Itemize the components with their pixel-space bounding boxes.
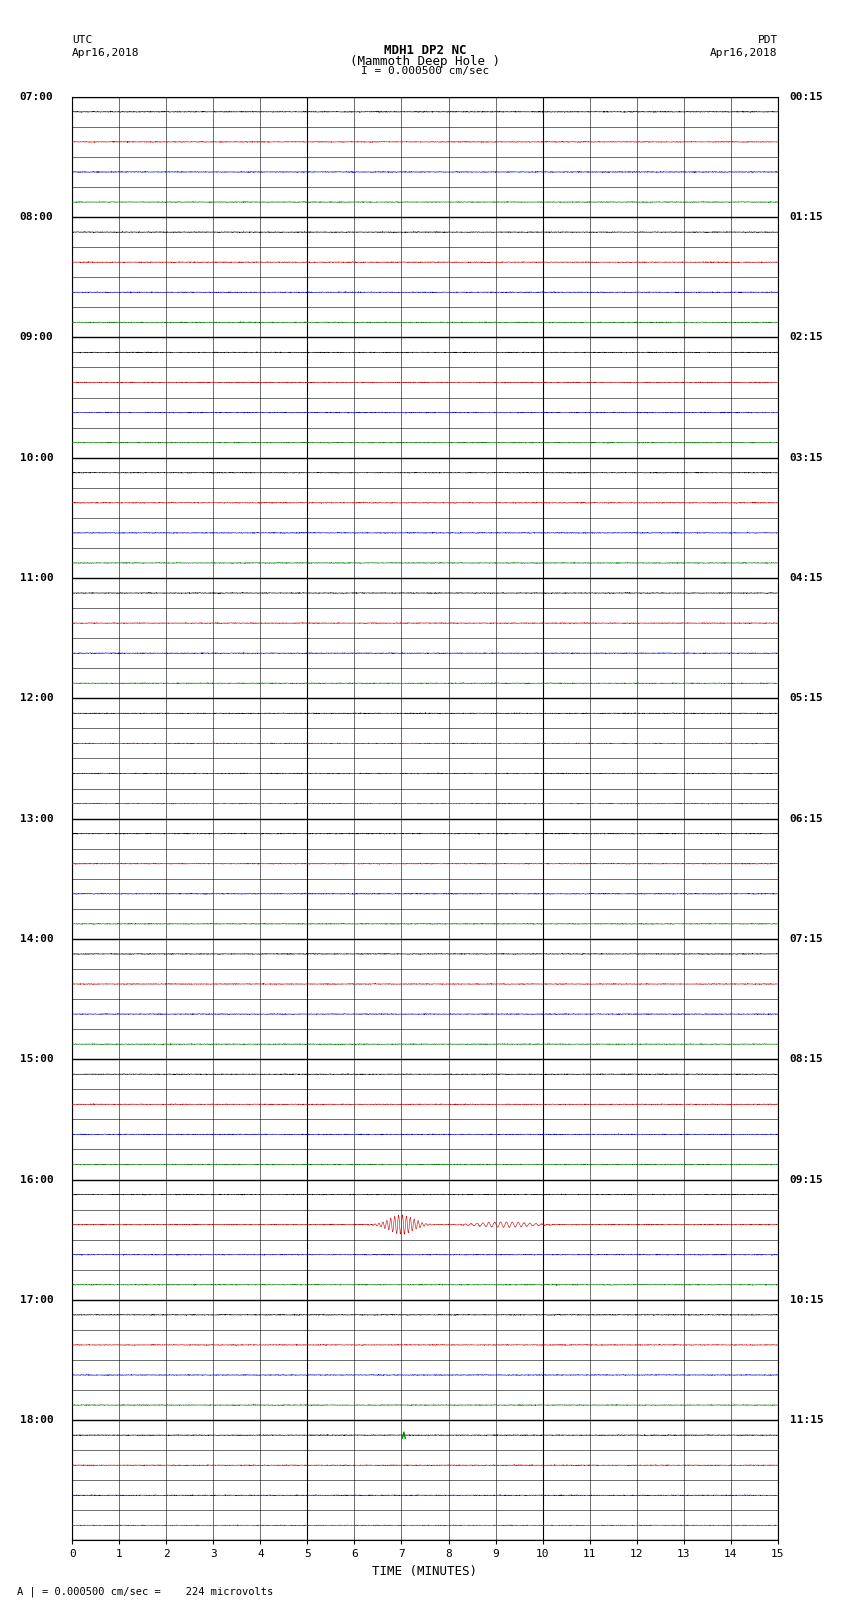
Text: 05:15: 05:15 xyxy=(790,694,824,703)
Text: 03:15: 03:15 xyxy=(790,453,824,463)
Text: 06:15: 06:15 xyxy=(790,813,824,824)
Text: PDT: PDT xyxy=(757,35,778,45)
Text: 14:00: 14:00 xyxy=(20,934,54,944)
Text: Apr16,2018: Apr16,2018 xyxy=(711,48,778,58)
Text: 08:00: 08:00 xyxy=(20,211,54,223)
Text: (Mammoth Deep Hole ): (Mammoth Deep Hole ) xyxy=(350,55,500,68)
Text: 00:15: 00:15 xyxy=(790,92,824,102)
Text: 11:15: 11:15 xyxy=(790,1415,824,1426)
Text: I = 0.000500 cm/sec: I = 0.000500 cm/sec xyxy=(361,66,489,76)
Text: 17:00: 17:00 xyxy=(20,1295,54,1305)
Text: 10:00: 10:00 xyxy=(20,453,54,463)
Text: MDH1 DP2 NC: MDH1 DP2 NC xyxy=(383,44,467,56)
Text: 09:15: 09:15 xyxy=(790,1174,824,1184)
Text: 08:15: 08:15 xyxy=(790,1055,824,1065)
Text: 15:00: 15:00 xyxy=(20,1055,54,1065)
X-axis label: TIME (MINUTES): TIME (MINUTES) xyxy=(372,1565,478,1578)
Text: 11:00: 11:00 xyxy=(20,573,54,582)
Text: 09:00: 09:00 xyxy=(20,332,54,342)
Text: 02:15: 02:15 xyxy=(790,332,824,342)
Text: UTC: UTC xyxy=(72,35,93,45)
Text: Apr16,2018: Apr16,2018 xyxy=(72,48,139,58)
Text: A | = 0.000500 cm/sec =    224 microvolts: A | = 0.000500 cm/sec = 224 microvolts xyxy=(17,1586,273,1597)
Text: 16:00: 16:00 xyxy=(20,1174,54,1184)
Text: 01:15: 01:15 xyxy=(790,211,824,223)
Text: 07:15: 07:15 xyxy=(790,934,824,944)
Text: 10:15: 10:15 xyxy=(790,1295,824,1305)
Text: 13:00: 13:00 xyxy=(20,813,54,824)
Text: 07:00: 07:00 xyxy=(20,92,54,102)
Text: 04:15: 04:15 xyxy=(790,573,824,582)
Text: 18:00: 18:00 xyxy=(20,1415,54,1426)
Text: 12:00: 12:00 xyxy=(20,694,54,703)
